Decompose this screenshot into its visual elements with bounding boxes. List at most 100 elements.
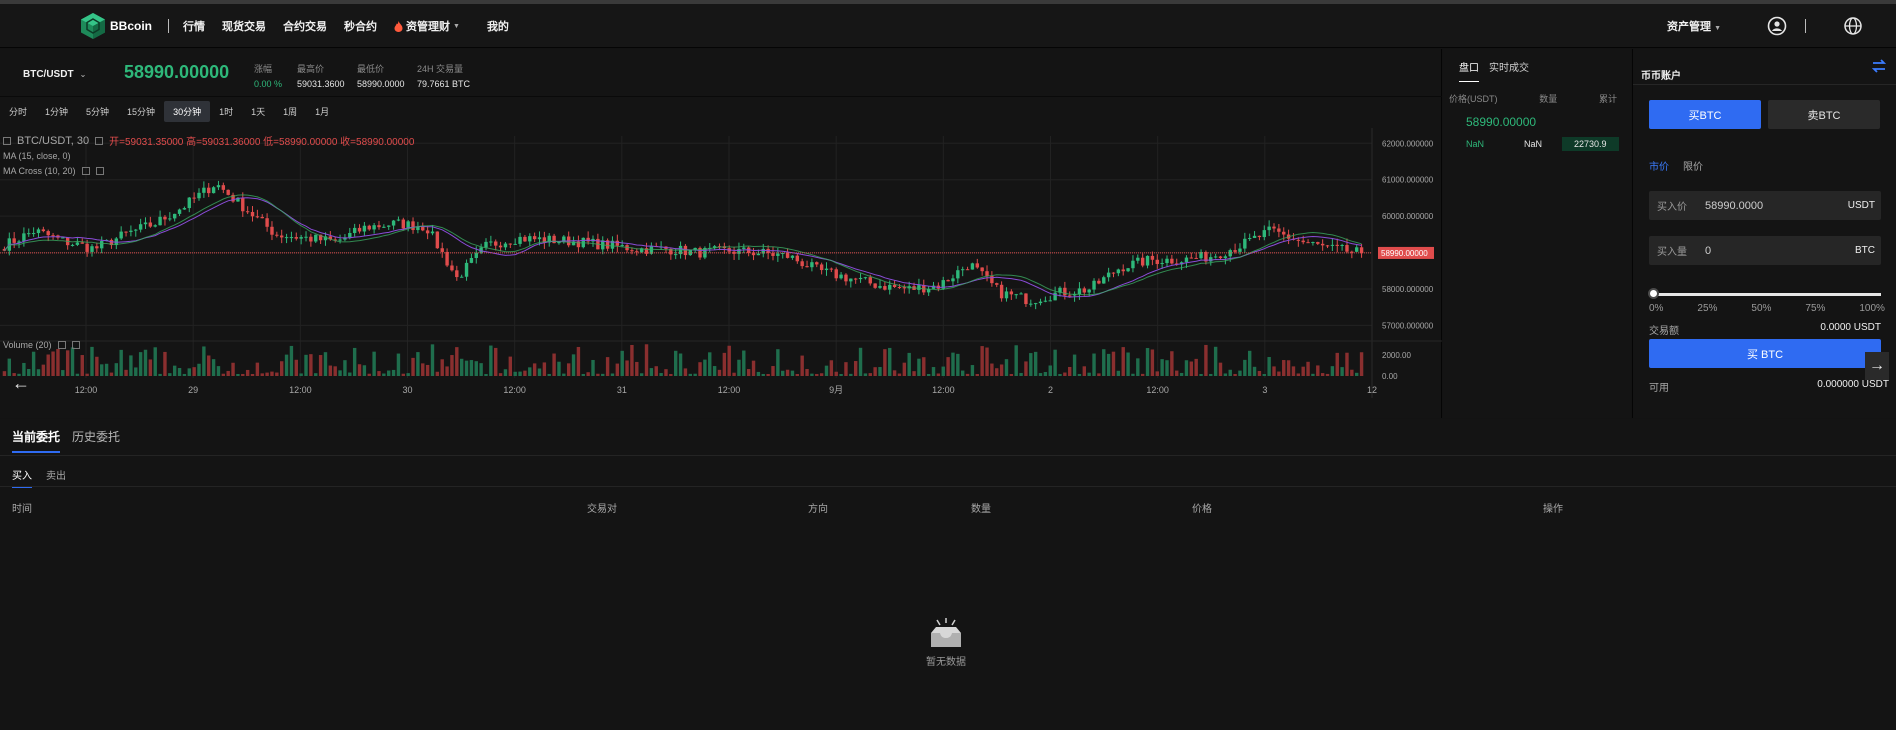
volume-bar (712, 366, 717, 376)
tab-current-orders[interactable]: 当前委托 (12, 428, 61, 453)
logo[interactable]: BBcoin (80, 12, 152, 40)
volume-bar (1068, 366, 1072, 376)
candlestick-chart[interactable]: 12:00 29 12:00 30 12:00 31 12:00 9月 12:00 2 12:00 3… (0, 128, 1442, 418)
order-type-limit[interactable]: 限价 (1683, 162, 1703, 173)
percent-50[interactable]: 50% (1751, 303, 1772, 314)
quantity-input[interactable] (1705, 244, 1835, 257)
collapse-icon[interactable] (3, 136, 11, 145)
buy-tab[interactable]: 买BTC (1649, 100, 1761, 129)
scroll-left-arrow-icon[interactable]: ← (12, 373, 30, 393)
volume-bar (897, 373, 902, 376)
volume-bar (187, 368, 191, 376)
candle-body (148, 222, 153, 227)
close-icon[interactable] (71, 341, 80, 349)
interval-1d[interactable]: 1天 (251, 106, 266, 117)
candle-body (2, 248, 7, 251)
subtab-sell[interactable]: 卖出 (46, 471, 66, 482)
interval-1h[interactable]: 1时 (219, 106, 234, 117)
percent-0[interactable]: 0% (1649, 303, 1664, 314)
interval-1w[interactable]: 1周 (283, 106, 298, 117)
interval-30m[interactable]: 30分钟 (164, 100, 211, 122)
candle-body (197, 192, 201, 199)
close-icon[interactable] (95, 167, 104, 175)
nav-item-market[interactable]: 行情 (183, 21, 205, 33)
interval-1m[interactable]: 1分钟 (45, 106, 69, 117)
settings-icon[interactable] (95, 136, 104, 145)
candle-body (61, 237, 65, 239)
volume-bar (946, 357, 950, 376)
volume-bar (1209, 373, 1213, 376)
volume-bar (1320, 373, 1325, 376)
candle-body (1330, 244, 1335, 246)
volume-bar (785, 369, 790, 376)
candle-body (22, 233, 26, 242)
candle-body (382, 226, 386, 228)
interval-1mo[interactable]: 1月 (315, 106, 330, 117)
price-label: 买入价 (1657, 202, 1687, 213)
buy-btc-button[interactable]: 买 BTC (1649, 339, 1881, 368)
stat-low-label: 最低价 (357, 64, 385, 74)
volume-bar (1009, 373, 1014, 376)
candle-body (1033, 303, 1038, 305)
orderbook-row[interactable]: NaN NaN 22730.9 (1443, 129, 1631, 151)
volume-bar (625, 360, 629, 376)
trade-amount-label: 交易额 (1649, 326, 1679, 337)
volume-bar (241, 373, 245, 376)
tab-order-history[interactable]: 历史委托 (72, 430, 121, 444)
row-total: 22730.9 (1562, 137, 1619, 151)
candle-body (1097, 280, 1101, 284)
volume-bar (153, 347, 157, 376)
percent-100[interactable]: 100% (1859, 303, 1885, 314)
nav-item-spot[interactable]: 现货交易 (222, 21, 266, 33)
volume-bar (518, 371, 522, 376)
globe-icon[interactable] (1843, 16, 1863, 36)
percent-slider-track[interactable] (1653, 293, 1881, 296)
nav-item-mine[interactable]: 我的 (486, 21, 509, 33)
tab-orderbook[interactable]: 盘口 (1459, 59, 1479, 82)
interval-15m[interactable]: 15分钟 (127, 106, 156, 117)
user-icon[interactable] (1767, 16, 1787, 36)
volume-bar (309, 354, 313, 376)
volume-bar (858, 347, 863, 376)
percent-slider-handle[interactable] (1648, 288, 1659, 299)
volume-bar (352, 347, 357, 376)
scroll-right-arrow-icon[interactable]: → (1865, 352, 1889, 380)
candle-body (1184, 257, 1189, 263)
candle-body (635, 251, 639, 253)
nav-item-second-contract[interactable]: 秒合约 (344, 21, 377, 33)
interval-timeline[interactable]: 分时 (9, 106, 28, 117)
asset-management-menu[interactable]: 资产管理 ▼ (1667, 18, 1721, 34)
candle-body (1252, 235, 1257, 239)
tab-recent-trades[interactable]: 实时成交 (1489, 63, 1529, 74)
price-input[interactable] (1705, 199, 1835, 212)
x-tick-label: 12:00 (1146, 385, 1169, 395)
swap-icon[interactable] (1872, 59, 1886, 73)
nav-item-wealth[interactable]: 资管理财 ▼ (394, 18, 460, 34)
interval-5m[interactable]: 5分钟 (86, 106, 110, 117)
percent-25[interactable]: 25% (1697, 303, 1718, 314)
nav-item-contract[interactable]: 合约交易 (283, 21, 327, 33)
candle-body (1068, 295, 1072, 297)
volume-bar (158, 373, 162, 376)
candle-body (1077, 288, 1082, 295)
volume-bar (1340, 367, 1344, 376)
percent-75[interactable]: 75% (1805, 303, 1826, 314)
candle-body (605, 240, 610, 249)
x-tick-label: 29 (188, 385, 198, 395)
volume-bar (805, 369, 809, 376)
subtab-buy[interactable]: 买入 (12, 467, 32, 488)
eye-icon[interactable] (57, 341, 66, 349)
volume-bar (1282, 360, 1286, 376)
order-type-market[interactable]: 市价 (1649, 162, 1669, 173)
col-direction: 方向 (808, 504, 828, 515)
volume-bar (1160, 359, 1164, 376)
pair-selector[interactable]: BTC/USDT ⌄ (23, 69, 86, 80)
volume-bar (985, 347, 989, 376)
sell-tab[interactable]: 卖BTC (1768, 100, 1880, 129)
volume-bar (464, 360, 469, 376)
stat-change-value: 0.00 % (254, 79, 283, 89)
orders-divider (0, 455, 1896, 456)
volume-bar (591, 359, 595, 376)
volume-bar (41, 364, 46, 376)
eye-icon[interactable] (81, 167, 90, 175)
